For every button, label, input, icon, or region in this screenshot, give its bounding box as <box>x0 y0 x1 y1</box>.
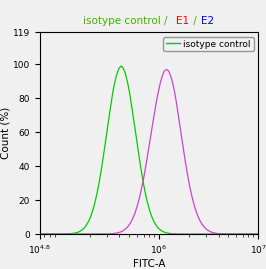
Text: isotype control /: isotype control / <box>83 16 171 26</box>
X-axis label: FITC-A: FITC-A <box>133 259 165 269</box>
Text: /: / <box>190 16 200 26</box>
Text: E2: E2 <box>201 16 214 26</box>
Legend: isotype control: isotype control <box>163 37 253 51</box>
Y-axis label: Count (%): Count (%) <box>0 107 10 159</box>
Text: E1: E1 <box>176 16 189 26</box>
